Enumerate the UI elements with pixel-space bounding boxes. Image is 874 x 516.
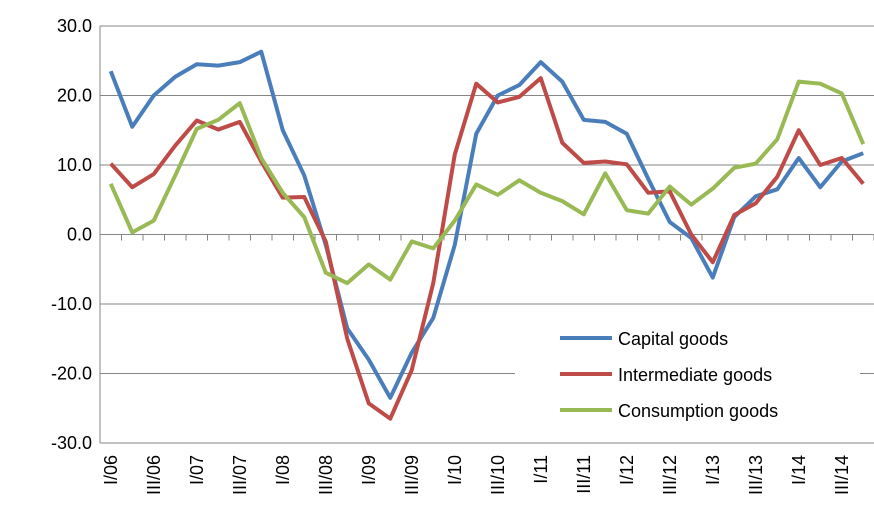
x-tick-label: III/12 <box>660 455 680 495</box>
y-tick-label: 30.0 <box>57 16 92 36</box>
y-tick-label: 20.0 <box>57 86 92 106</box>
y-tick-label: -20.0 <box>51 364 92 384</box>
x-tick-label: I/06 <box>101 455 121 485</box>
x-tick-label: I/13 <box>703 455 723 485</box>
x-tick-label: I/14 <box>789 455 809 485</box>
x-tick-label: III/11 <box>574 455 594 494</box>
y-tick-label: 10.0 <box>57 155 92 175</box>
x-tick-label: III/14 <box>832 455 852 495</box>
x-tick-label: III/06 <box>144 455 164 495</box>
x-tick-label: III/13 <box>746 455 766 495</box>
legend-label: Capital goods <box>618 329 728 349</box>
x-tick-label: I/09 <box>359 455 379 485</box>
y-tick-label: 0.0 <box>67 225 92 245</box>
x-tick-label: I/07 <box>187 455 207 485</box>
x-tick-label: III/08 <box>316 455 336 495</box>
x-tick-label: I/11 <box>531 455 551 484</box>
x-tick-label: III/07 <box>230 455 250 495</box>
x-tick-label: I/12 <box>617 455 637 485</box>
series-line <box>109 76 865 421</box>
legend: Capital goods Intermediate goods Consumpti… <box>515 316 860 434</box>
x-tick-label: III/09 <box>402 455 422 495</box>
y-tick-label: -30.0 <box>51 433 92 453</box>
x-tick-label: I/08 <box>273 455 293 485</box>
y-tick-label: -10.0 <box>51 294 92 314</box>
x-tick-label: III/10 <box>488 455 508 495</box>
x-tick-label: I/10 <box>445 455 465 485</box>
legend-label: Consumption goods <box>618 401 778 421</box>
series-line <box>108 79 866 286</box>
legend-label: Intermediate goods <box>618 365 772 385</box>
